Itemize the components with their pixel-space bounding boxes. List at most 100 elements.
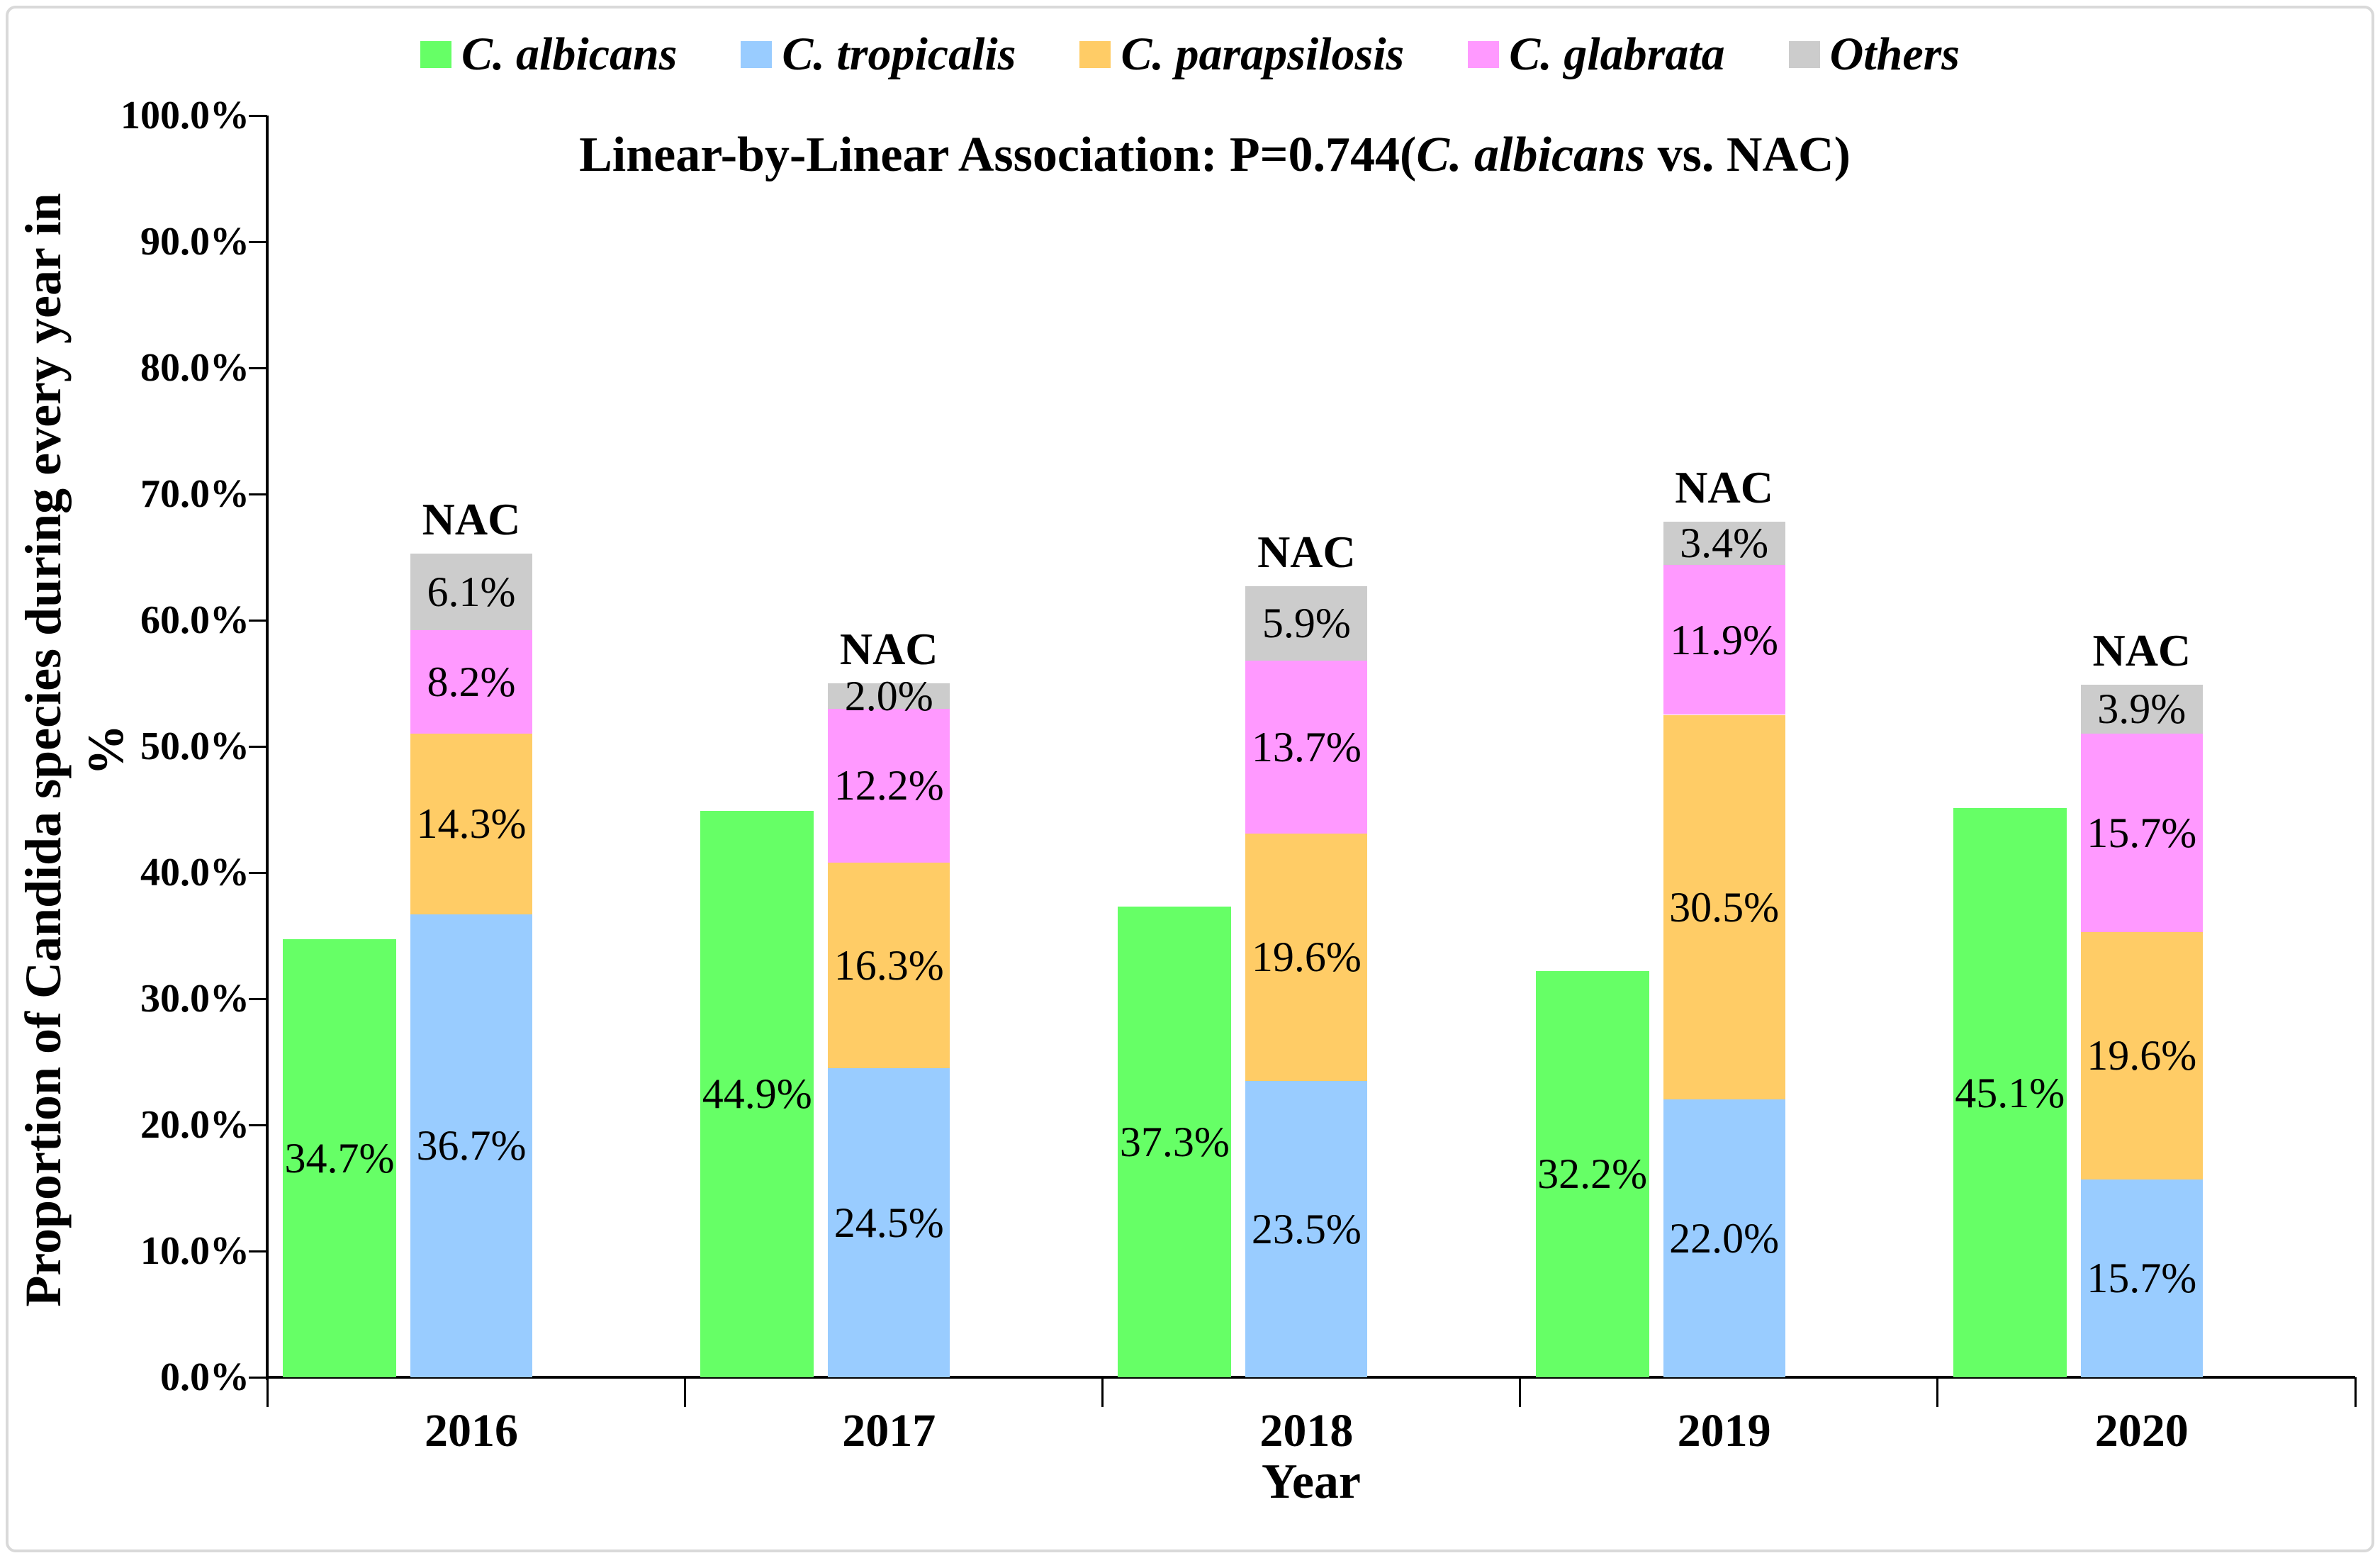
y-axis-tick xyxy=(249,871,267,874)
y-axis-tick xyxy=(249,1250,267,1252)
bar-value-label-c-glabrata-2016: 8.2% xyxy=(427,658,516,706)
nac-stack-label-2017: NAC xyxy=(839,624,938,674)
bar-segment-c-glabrata-2020 xyxy=(2080,734,2203,932)
legend-item-c-glabrata: C. glabrata xyxy=(1468,28,1725,80)
x-axis-tick xyxy=(266,1377,269,1407)
bar-c-albicans-2020 xyxy=(1953,808,2067,1377)
bar-value-label-others-2019: 3.4% xyxy=(1680,520,1769,567)
y-axis-tick-label: 20.0% xyxy=(140,1103,249,1147)
bar-segment-c-glabrata-2019 xyxy=(1663,564,1785,715)
y-axis-tick-label: 40.0% xyxy=(140,851,249,895)
bar-segment-c-tropicalis-2017 xyxy=(828,1067,950,1377)
legend-swatch-others xyxy=(1788,41,1820,68)
y-axis-tick-label: 30.0% xyxy=(140,977,249,1021)
legend-label: C. albicans xyxy=(461,28,678,80)
y-axis-tick xyxy=(249,997,267,1000)
chart-title-text: Linear-by-Linear Association: P=0.744( xyxy=(579,128,1417,182)
y-axis-tick-label: 80.0% xyxy=(140,346,249,390)
legend-item-others: Others xyxy=(1788,28,1960,80)
x-category-label-2020: 2020 xyxy=(2094,1405,2189,1457)
y-axis-tick xyxy=(249,1123,267,1126)
bar-segment-c-glabrata-2017 xyxy=(828,708,950,863)
bar-value-label-others-2017: 2.0% xyxy=(844,672,933,719)
x-category-label-2018: 2018 xyxy=(1259,1405,1354,1457)
bar-value-label-c-albicans-2017: 44.9% xyxy=(702,1070,812,1118)
bar-value-label-c-glabrata-2017: 12.2% xyxy=(833,762,944,809)
legend-label: Others xyxy=(1829,28,1960,80)
bar-value-label-c-parapsilosis-2018: 19.6% xyxy=(1251,934,1362,981)
x-axis-tick xyxy=(2354,1377,2357,1407)
y-axis-tick xyxy=(249,619,267,622)
x-category-label-2017: 2017 xyxy=(842,1405,936,1457)
bar-segment-c-tropicalis-2016 xyxy=(410,914,532,1377)
bar-segment-c-parapsilosis-2020 xyxy=(2080,931,2203,1179)
bar-segment-c-tropicalis-2019 xyxy=(1663,1099,1785,1377)
nac-stack-label-2018: NAC xyxy=(1257,526,1356,577)
x-category-label-2019: 2019 xyxy=(1677,1405,1771,1457)
legend-label: C. tropicalis xyxy=(782,28,1016,80)
legend-swatch-c-glabrata xyxy=(1468,41,1500,68)
bar-value-label-c-tropicalis-2019: 22.0% xyxy=(1669,1215,1780,1262)
y-axis-tick xyxy=(249,240,267,243)
legend-item-c-tropicalis: C. tropicalis xyxy=(741,31,1016,78)
bar-value-label-c-parapsilosis-2016: 14.3% xyxy=(416,800,527,848)
y-axis-line xyxy=(266,116,269,1380)
y-axis-tick xyxy=(249,745,267,748)
bar-segment-others-2018 xyxy=(1245,585,1368,661)
bar-value-label-c-tropicalis-2020: 15.7% xyxy=(2087,1255,2197,1302)
legend-item-c-albicans: C. albicans xyxy=(420,31,677,78)
chart-title: Linear-by-Linear Association: P=0.744(C.… xyxy=(579,129,1851,181)
bar-value-label-others-2016: 6.1% xyxy=(427,568,516,615)
x-axis-title: Year xyxy=(1262,1455,1361,1509)
bar-value-label-c-glabrata-2020: 15.7% xyxy=(2087,809,2197,856)
legend-label: C. glabrata xyxy=(1509,28,1725,80)
bar-value-label-c-tropicalis-2018: 23.5% xyxy=(1251,1205,1362,1252)
bar-segment-others-2019 xyxy=(1663,522,1785,565)
bar-value-label-c-glabrata-2018: 13.7% xyxy=(1251,723,1362,770)
bar-segment-c-parapsilosis-2017 xyxy=(828,862,950,1068)
chart-title-italic-species: C. albicans xyxy=(1416,128,1646,182)
x-axis-tick xyxy=(683,1377,686,1407)
bar-c-albicans-2017 xyxy=(700,810,814,1377)
x-axis-tick xyxy=(1936,1377,1939,1407)
bar-value-label-c-albicans-2018: 37.3% xyxy=(1119,1119,1230,1166)
y-axis-tick-label: 50.0% xyxy=(140,724,249,768)
y-axis-tick xyxy=(249,1376,267,1379)
legend-swatch-c-tropicalis xyxy=(741,41,773,68)
x-category-label-2016: 2016 xyxy=(425,1405,518,1457)
bar-value-label-c-albicans-2019: 32.2% xyxy=(1537,1150,1648,1198)
bar-segment-c-tropicalis-2020 xyxy=(2080,1179,2203,1377)
y-axis-tick xyxy=(249,493,267,495)
bar-segment-c-glabrata-2016 xyxy=(410,630,532,734)
legend-swatch-c-albicans xyxy=(420,41,452,68)
bar-value-label-others-2020: 3.9% xyxy=(2097,685,2187,733)
x-axis-line xyxy=(267,1376,2355,1379)
nac-stack-label-2020: NAC xyxy=(2092,624,2191,676)
bar-value-label-c-parapsilosis-2017: 16.3% xyxy=(833,941,944,989)
y-axis-tick-label: 90.0% xyxy=(140,220,249,264)
bar-value-label-c-parapsilosis-2019: 30.5% xyxy=(1669,883,1780,931)
legend-label: C. parapsilosis xyxy=(1121,28,1405,80)
bar-value-label-others-2018: 5.9% xyxy=(1262,600,1351,647)
legend: C. albicans C. tropicalis C. parapsilosis C… xyxy=(420,31,1960,78)
bar-c-albicans-2016 xyxy=(283,939,396,1377)
x-axis-tick xyxy=(1519,1377,1522,1407)
nac-stack-label-2019: NAC xyxy=(1675,462,1773,513)
y-axis-tick-label: 70.0% xyxy=(140,472,249,516)
bar-value-label-c-glabrata-2019: 11.9% xyxy=(1670,616,1778,663)
bar-c-albicans-2019 xyxy=(1535,970,1649,1377)
bar-segment-c-parapsilosis-2016 xyxy=(410,734,532,914)
bar-segment-c-parapsilosis-2019 xyxy=(1663,714,1785,1100)
bar-segment-others-2016 xyxy=(410,553,532,631)
x-axis-tick xyxy=(1101,1377,1104,1407)
legend-item-c-parapsilosis: C. parapsilosis xyxy=(1079,31,1404,78)
nac-stack-label-2016: NAC xyxy=(422,493,521,544)
chart-title-suffix: vs. NAC) xyxy=(1645,128,1851,182)
bar-value-label-c-albicans-2020: 45.1% xyxy=(1955,1069,2065,1116)
y-axis-tick xyxy=(249,366,267,369)
legend-swatch-c-parapsilosis xyxy=(1079,41,1111,68)
bar-value-label-c-parapsilosis-2020: 19.6% xyxy=(2087,1032,2197,1080)
y-axis-tick-label: 0.0% xyxy=(160,1355,249,1399)
